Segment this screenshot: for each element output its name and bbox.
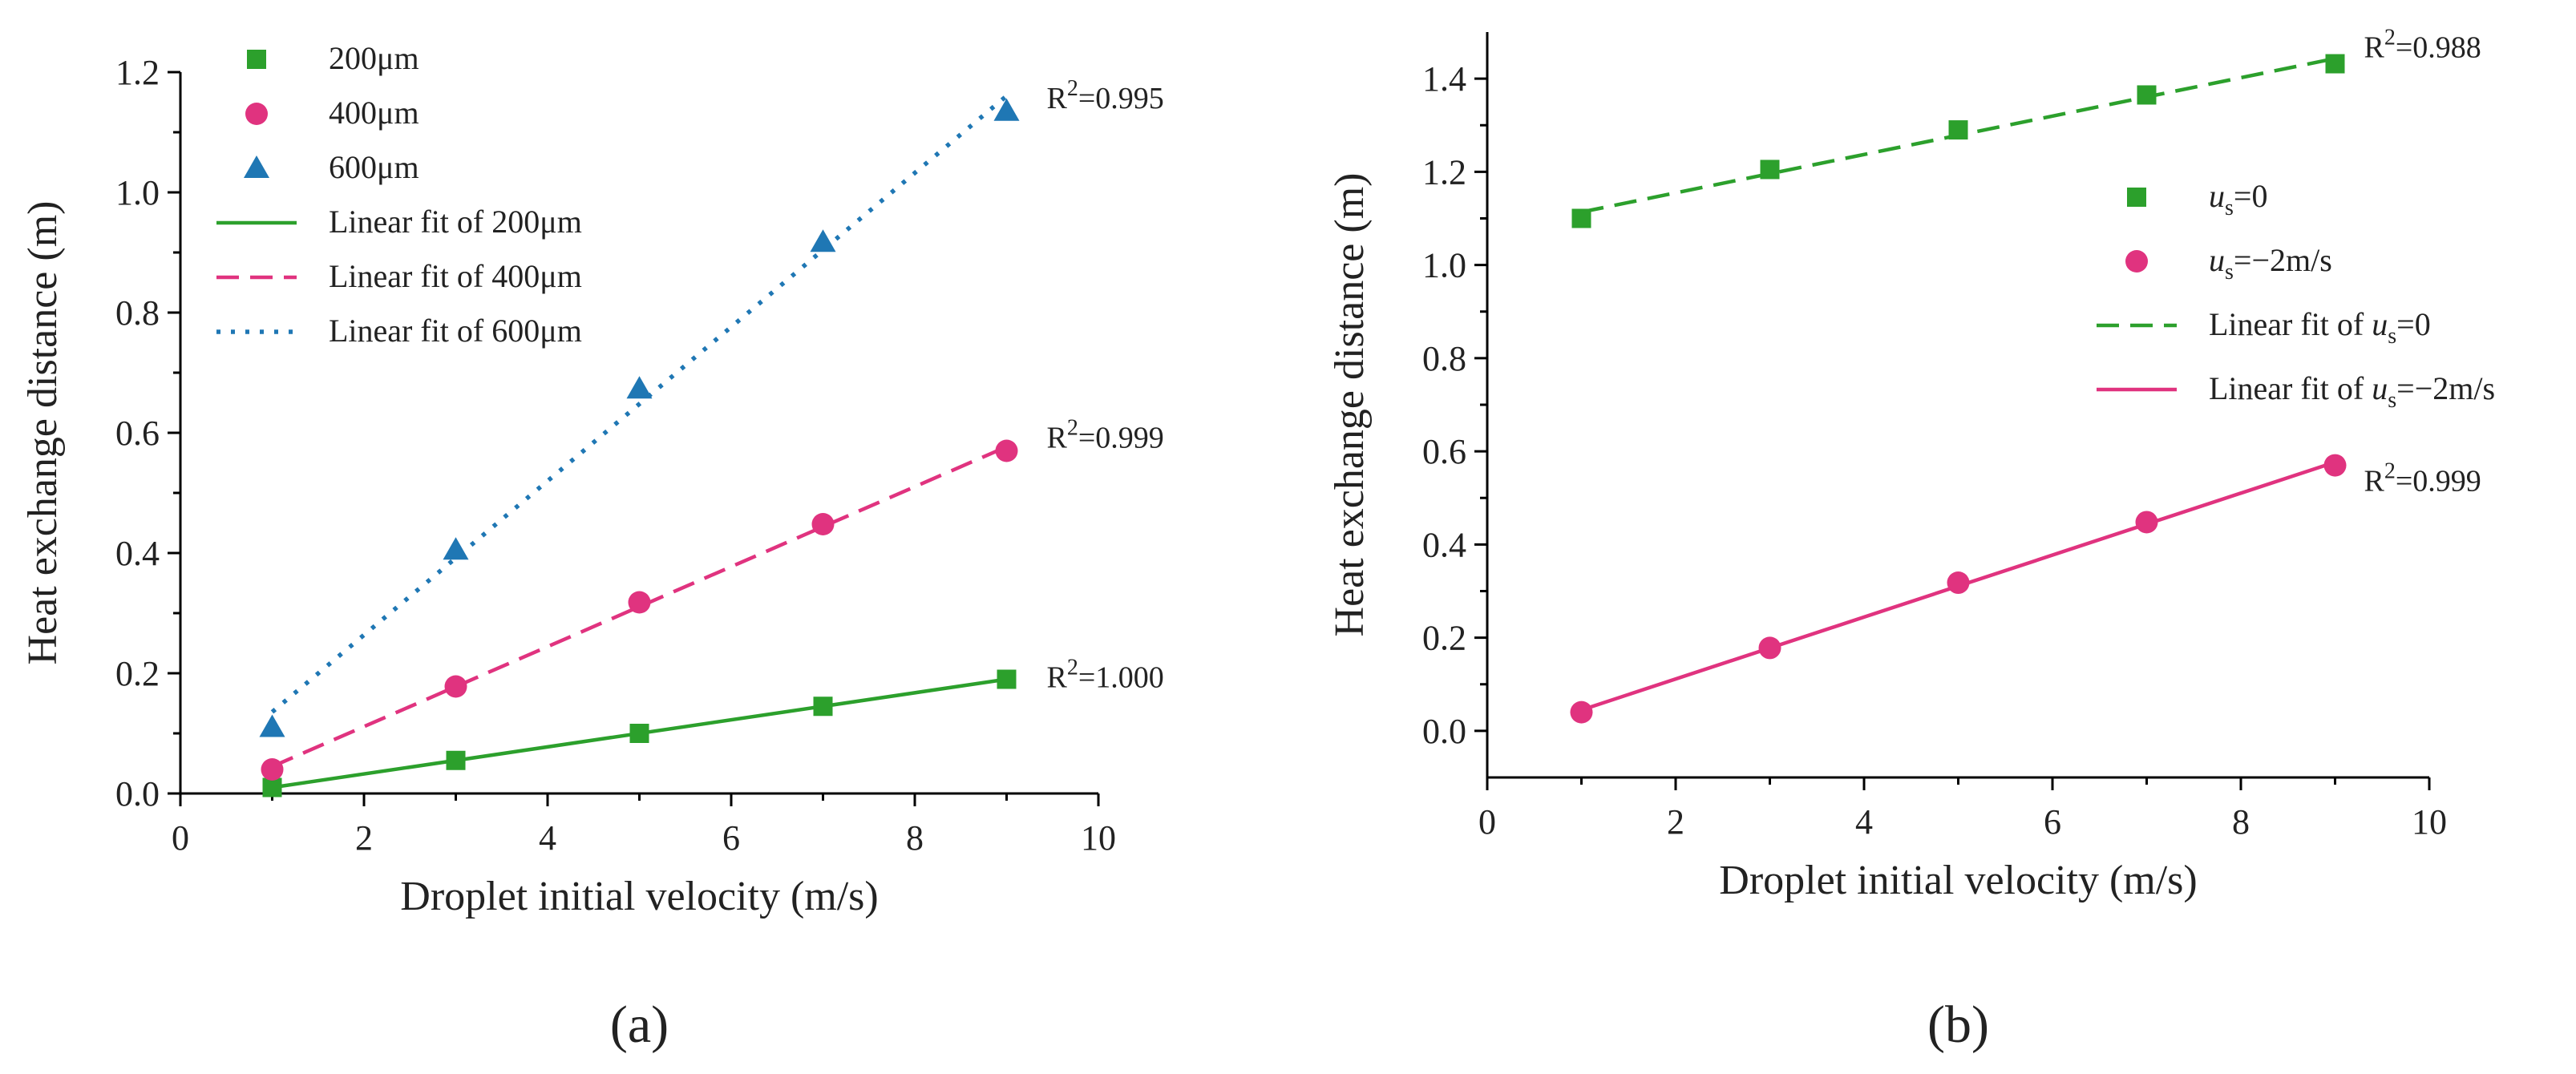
data-point — [443, 537, 469, 560]
data-point — [2323, 454, 2347, 477]
y-axis-title: Heat exchange distance (m) — [20, 201, 66, 665]
r-squared-label: R2=0.999 — [2364, 459, 2481, 499]
panel-label: (a) — [610, 995, 669, 1054]
legend-marker — [245, 103, 268, 125]
y-tick-label: 1.0 — [115, 173, 160, 212]
data-point — [629, 724, 649, 743]
x-tick-label: 0 — [172, 818, 189, 858]
x-tick-label: 4 — [539, 818, 556, 858]
y-tick-label: 0.6 — [115, 414, 160, 453]
data-point — [995, 439, 1018, 462]
fit-line — [270, 94, 1009, 714]
legend: 200μm 400μm 600μm Linear fit of 200μm Linear… — [216, 40, 582, 349]
legend-item: Linear fit of 200μm — [216, 204, 582, 240]
r-squared-label: R2=0.999 — [1047, 416, 1164, 455]
data-point — [2325, 54, 2345, 74]
r-squared-label: R2=0.988 — [2364, 26, 2481, 65]
series-2: R2=0.995 — [259, 76, 1164, 737]
data-point — [2137, 85, 2157, 105]
x-tick-label: 10 — [1081, 818, 1116, 858]
x-tick-label: 4 — [1855, 802, 1873, 842]
legend-label: us=0 — [2209, 178, 2267, 220]
legend: us=0 us=−2m/s Linear fit of us=0 Linear fit… — [2097, 178, 2495, 413]
x-tick-label: 2 — [355, 818, 373, 858]
legend-marker — [2125, 250, 2148, 273]
legend-item: 600μm — [244, 149, 419, 185]
x-tick-label: 0 — [1478, 802, 1496, 842]
data-point — [1948, 120, 1968, 140]
data-point — [1571, 208, 1591, 228]
legend-label: Linear fit of 600μm — [329, 313, 582, 349]
y-tick-label: 0.8 — [1422, 339, 1466, 378]
data-point — [446, 750, 466, 770]
x-tick-label: 8 — [2232, 802, 2250, 842]
r-squared-label: R2=0.995 — [1047, 76, 1164, 115]
chart-panel-b: 0 2 4 6 8 10 0.0 0.2 0.4 0.6 0.8 1.0 1.2 1.4 Droplet i… — [1327, 26, 2495, 1054]
y-axis-title: Heat exchange distance (m) — [1327, 173, 1373, 637]
data-point — [626, 376, 653, 399]
data-point — [813, 696, 833, 717]
legend-label: Linear fit of 400μm — [329, 258, 582, 294]
legend-item: Linear fit of us=0 — [2097, 306, 2431, 349]
y-tick-label: 1.2 — [1422, 152, 1466, 192]
legend-item: Linear fit of us=−2m/s — [2097, 370, 2495, 413]
legend-label: Linear fit of 200μm — [329, 204, 582, 240]
panel-label: (b) — [1927, 995, 1989, 1054]
legend-item: Linear fit of 400μm — [216, 258, 582, 294]
data-point — [1947, 571, 1970, 595]
x-tick-label: 6 — [722, 818, 740, 858]
legend-marker — [2127, 188, 2146, 207]
data-point — [1758, 636, 1781, 660]
legend-label: 400μm — [329, 95, 419, 131]
legend-item: us=−2m/s — [2125, 242, 2332, 285]
data-point — [261, 758, 284, 781]
data-point — [993, 98, 1020, 121]
data-point — [811, 513, 835, 535]
y-tick-label: 0.0 — [115, 774, 160, 814]
y-tick-label: 1.2 — [115, 53, 160, 92]
legend-item: 200μm — [247, 40, 419, 76]
x-tick-label: 6 — [2044, 802, 2061, 842]
series-0: R2=1.000 — [262, 656, 1164, 797]
y-tick-label: 0.4 — [1422, 525, 1466, 564]
legend-item: Linear fit of 600μm — [216, 313, 582, 349]
y-tick-label: 0.8 — [115, 293, 160, 333]
series-0: R2=0.988 — [1571, 26, 2481, 228]
legend-label: 600μm — [329, 149, 419, 185]
data-point — [1760, 159, 1780, 180]
y-tick-label: 0.2 — [115, 654, 160, 693]
legend-label: Linear fit of us=−2m/s — [2209, 370, 2495, 413]
chart-panel-a: 0 2 4 6 8 10 0.0 0.2 0.4 0.6 0.8 1.0 1.2 Droplet init… — [20, 40, 1164, 1054]
legend-label: 200μm — [329, 40, 419, 76]
x-tick-label: 10 — [2412, 802, 2447, 842]
y-tick-label: 0.0 — [1422, 712, 1466, 751]
y-tick-label: 1.0 — [1422, 246, 1466, 285]
series-1: R2=0.999 — [1570, 454, 2481, 724]
y-tick-label: 0.4 — [115, 534, 160, 573]
x-tick-label: 8 — [906, 818, 924, 858]
data-point — [259, 714, 285, 737]
r-squared-label: R2=1.000 — [1047, 656, 1164, 695]
legend-marker — [247, 50, 266, 69]
data-point — [1570, 701, 1593, 724]
legend-item: 400μm — [245, 95, 419, 131]
data-point — [2135, 511, 2158, 534]
legend-label: Linear fit of us=0 — [2209, 306, 2431, 349]
data-point — [997, 669, 1017, 689]
legend-marker — [244, 155, 269, 178]
data-point — [444, 675, 467, 698]
x-axis-title: Droplet initial velocity (m/s) — [400, 874, 878, 919]
data-point — [262, 777, 282, 797]
series-1: R2=0.999 — [261, 416, 1164, 781]
legend-item: us=0 — [2127, 178, 2267, 220]
y-tick-label: 0.2 — [1422, 619, 1466, 658]
data-point — [628, 591, 651, 614]
y-tick-label: 1.4 — [1422, 59, 1466, 99]
legend-label: us=−2m/s — [2209, 242, 2332, 285]
y-tick-label: 0.6 — [1422, 432, 1466, 471]
data-point — [810, 229, 836, 252]
x-tick-label: 2 — [1667, 802, 1684, 842]
x-axis-title: Droplet initial velocity (m/s) — [1719, 858, 2197, 903]
